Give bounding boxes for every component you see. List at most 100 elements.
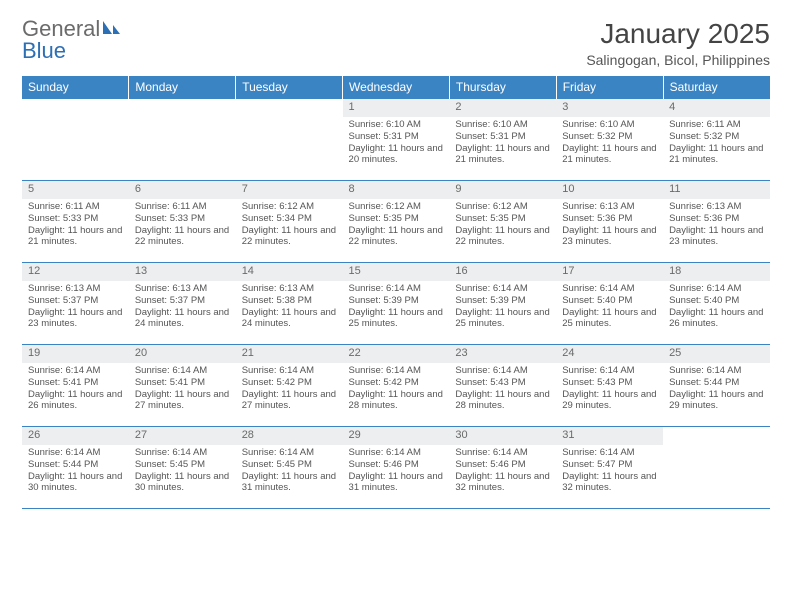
sunrise-line: Sunrise: 6:13 AM (28, 283, 123, 295)
day-details: Sunrise: 6:14 AMSunset: 5:39 PMDaylight:… (449, 281, 556, 335)
day-details: Sunrise: 6:14 AMSunset: 5:44 PMDaylight:… (22, 445, 129, 499)
calendar-day-cell: 13Sunrise: 6:13 AMSunset: 5:37 PMDayligh… (129, 263, 236, 345)
daylight-line: Daylight: 11 hours and 26 minutes. (669, 307, 764, 331)
day-number: 23 (449, 345, 556, 363)
day-details: Sunrise: 6:14 AMSunset: 5:41 PMDaylight:… (22, 363, 129, 417)
sunrise-line: Sunrise: 6:14 AM (669, 283, 764, 295)
day-details: Sunrise: 6:14 AMSunset: 5:42 PMDaylight:… (343, 363, 450, 417)
sunset-line: Sunset: 5:43 PM (562, 377, 657, 389)
daylight-line: Daylight: 11 hours and 24 minutes. (135, 307, 230, 331)
sunset-line: Sunset: 5:45 PM (135, 459, 230, 471)
sunset-line: Sunset: 5:47 PM (562, 459, 657, 471)
calendar-week-row: 12Sunrise: 6:13 AMSunset: 5:37 PMDayligh… (22, 263, 770, 345)
calendar-day-cell: 16Sunrise: 6:14 AMSunset: 5:39 PMDayligh… (449, 263, 556, 345)
daylight-line: Daylight: 11 hours and 25 minutes. (349, 307, 444, 331)
calendar-day-cell: 30 Sunrise: 6:14 AMSunset: 5:46 PMDayligh… (449, 427, 556, 509)
day-details: Sunrise: 6:10 AMSunset: 5:31 PMDaylight:… (343, 117, 450, 171)
daylight-line: Daylight: 11 hours and 29 minutes. (562, 389, 657, 413)
month-title: January 2025 (586, 18, 770, 50)
calendar-day-cell: 5Sunrise: 6:11 AMSunset: 5:33 PMDaylight… (22, 181, 129, 263)
day-details: Sunrise: 6:11 AMSunset: 5:32 PMDaylight:… (663, 117, 770, 171)
sunset-line: Sunset: 5:33 PM (135, 213, 230, 225)
day-number: 8 (343, 181, 450, 199)
day-details: Sunrise: 6:10 AMSunset: 5:31 PMDaylight:… (449, 117, 556, 171)
day-number: 19 (22, 345, 129, 363)
sunset-line: Sunset: 5:39 PM (349, 295, 444, 307)
sunset-line: Sunset: 5:31 PM (455, 131, 550, 143)
day-number: 5 (22, 181, 129, 199)
calendar-day-cell: 20Sunrise: 6:14 AMSunset: 5:41 PMDayligh… (129, 345, 236, 427)
calendar-day-cell: 6Sunrise: 6:11 AMSunset: 5:33 PMDaylight… (129, 181, 236, 263)
day-details: Sunrise: 6:14 AMSunset: 5:45 PMDaylight:… (129, 445, 236, 499)
day-details: Sunrise: 6:12 AMSunset: 5:35 PMDaylight:… (343, 199, 450, 253)
day-number: 2 (449, 99, 556, 117)
day-details: Sunrise: 6:10 AMSunset: 5:32 PMDaylight:… (556, 117, 663, 171)
calendar-day-cell: 7Sunrise: 6:12 AMSunset: 5:34 PMDaylight… (236, 181, 343, 263)
daylight-line: Daylight: 11 hours and 21 minutes. (455, 143, 550, 167)
sunrise-line: Sunrise: 6:11 AM (135, 201, 230, 213)
daylight-line: Daylight: 11 hours and 28 minutes. (349, 389, 444, 413)
sunrise-line: Sunrise: 6:14 AM (135, 447, 230, 459)
calendar-day-cell: 23Sunrise: 6:14 AMSunset: 5:43 PMDayligh… (449, 345, 556, 427)
day-number: 12 (22, 263, 129, 281)
daylight-line: Daylight: 11 hours and 32 minutes. (562, 471, 657, 495)
sunset-line: Sunset: 5:32 PM (562, 131, 657, 143)
daylight-line: Daylight: 11 hours and 29 minutes. (669, 389, 764, 413)
day-number: 16 (449, 263, 556, 281)
location: Salingogan, Bicol, Philippines (586, 52, 770, 68)
daylight-line: Daylight: 11 hours and 22 minutes. (242, 225, 337, 249)
day-details: Sunrise: 6:14 AMSunset: 5:40 PMDaylight:… (663, 281, 770, 335)
sunrise-line: Sunrise: 6:14 AM (242, 365, 337, 377)
sunrise-line: Sunrise: 6:13 AM (562, 201, 657, 213)
sunrise-line: Sunrise: 6:12 AM (455, 201, 550, 213)
sunset-line: Sunset: 5:40 PM (669, 295, 764, 307)
sunset-line: Sunset: 5:37 PM (135, 295, 230, 307)
sunset-line: Sunset: 5:42 PM (242, 377, 337, 389)
sunrise-line: Sunrise: 6:14 AM (349, 447, 444, 459)
calendar-day-cell: 1Sunrise: 6:10 AMSunset: 5:31 PMDaylight… (343, 99, 450, 181)
day-number: 9 (449, 181, 556, 199)
day-details: Sunrise: 6:13 AMSunset: 5:37 PMDaylight:… (129, 281, 236, 335)
sunset-line: Sunset: 5:34 PM (242, 213, 337, 225)
sunrise-line: Sunrise: 6:13 AM (242, 283, 337, 295)
daylight-line: Daylight: 11 hours and 26 minutes. (28, 389, 123, 413)
day-details: Sunrise: 6:14 AMSunset: 5:40 PMDaylight:… (556, 281, 663, 335)
day-details: Sunrise: 6:14 AMSunset: 5:42 PMDaylight:… (236, 363, 343, 417)
day-number: 14 (236, 263, 343, 281)
calendar-week-row: 26Sunrise: 6:14 AMSunset: 5:44 PMDayligh… (22, 427, 770, 509)
day-number: 7 (236, 181, 343, 199)
logo-text-blue: Blue (22, 40, 124, 62)
sunset-line: Sunset: 5:35 PM (349, 213, 444, 225)
daylight-line: Daylight: 11 hours and 30 minutes. (135, 471, 230, 495)
day-number: 29 (343, 427, 450, 445)
sunrise-line: Sunrise: 6:14 AM (455, 447, 550, 459)
day-details: Sunrise: 6:12 AMSunset: 5:34 PMDaylight:… (236, 199, 343, 253)
sunrise-line: Sunrise: 6:14 AM (349, 365, 444, 377)
calendar-day-cell: 15Sunrise: 6:14 AMSunset: 5:39 PMDayligh… (343, 263, 450, 345)
sunrise-line: Sunrise: 6:14 AM (242, 447, 337, 459)
sunrise-line: Sunrise: 6:11 AM (28, 201, 123, 213)
day-number: 15 (343, 263, 450, 281)
sunrise-line: Sunrise: 6:14 AM (455, 365, 550, 377)
day-details: Sunrise: 6:14 AMSunset: 5:41 PMDaylight:… (129, 363, 236, 417)
calendar-day-cell: 19Sunrise: 6:14 AMSunset: 5:41 PMDayligh… (22, 345, 129, 427)
day-details: Sunrise: 6:14 AMSunset: 5:43 PMDaylight:… (449, 363, 556, 417)
daylight-line: Daylight: 11 hours and 28 minutes. (455, 389, 550, 413)
sunset-line: Sunset: 5:46 PM (455, 459, 550, 471)
weekday-header: Tuesday (236, 76, 343, 99)
day-number: 30 (449, 427, 556, 445)
sunset-line: Sunset: 5:37 PM (28, 295, 123, 307)
day-number: 25 (663, 345, 770, 363)
daylight-line: Daylight: 11 hours and 32 minutes. (455, 471, 550, 495)
day-number: 4 (663, 99, 770, 117)
calendar-day-cell: 27Sunrise: 6:14 AMSunset: 5:45 PMDayligh… (129, 427, 236, 509)
daylight-line: Daylight: 11 hours and 21 minutes. (562, 143, 657, 167)
sunrise-line: Sunrise: 6:12 AM (349, 201, 444, 213)
sunrise-line: Sunrise: 6:14 AM (455, 283, 550, 295)
calendar-day-cell: 8Sunrise: 6:12 AMSunset: 5:35 PMDaylight… (343, 181, 450, 263)
logo-text-general: General (22, 18, 100, 40)
sunset-line: Sunset: 5:32 PM (669, 131, 764, 143)
calendar-day-cell: 31Sunrise: 6:14 AMSunset: 5:47 PMDayligh… (556, 427, 663, 509)
day-details: Sunrise: 6:11 AMSunset: 5:33 PMDaylight:… (129, 199, 236, 253)
weekday-header: Monday (129, 76, 236, 99)
